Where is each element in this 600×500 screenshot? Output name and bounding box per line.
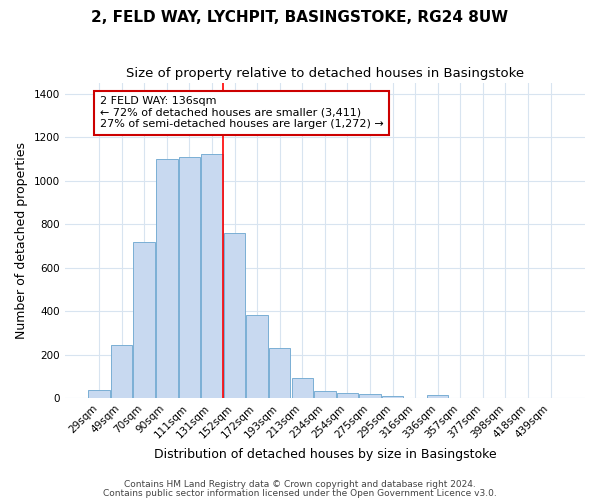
- Bar: [269, 348, 290, 398]
- Bar: [88, 390, 110, 398]
- Bar: [382, 396, 403, 398]
- Bar: [201, 154, 223, 398]
- Text: 2, FELD WAY, LYCHPIT, BASINGSTOKE, RG24 8UW: 2, FELD WAY, LYCHPIT, BASINGSTOKE, RG24 …: [91, 10, 509, 25]
- Bar: [179, 157, 200, 398]
- Bar: [156, 159, 178, 398]
- Bar: [292, 378, 313, 398]
- Bar: [337, 392, 358, 398]
- Bar: [247, 316, 268, 398]
- Y-axis label: Number of detached properties: Number of detached properties: [15, 142, 28, 339]
- Text: Contains public sector information licensed under the Open Government Licence v3: Contains public sector information licen…: [103, 488, 497, 498]
- Bar: [314, 392, 335, 398]
- Bar: [133, 242, 155, 398]
- Title: Size of property relative to detached houses in Basingstoke: Size of property relative to detached ho…: [126, 68, 524, 80]
- Text: Contains HM Land Registry data © Crown copyright and database right 2024.: Contains HM Land Registry data © Crown c…: [124, 480, 476, 489]
- Text: 2 FELD WAY: 136sqm
← 72% of detached houses are smaller (3,411)
27% of semi-deta: 2 FELD WAY: 136sqm ← 72% of detached hou…: [100, 96, 383, 130]
- Bar: [427, 396, 448, 398]
- Bar: [359, 394, 381, 398]
- Bar: [111, 344, 133, 398]
- X-axis label: Distribution of detached houses by size in Basingstoke: Distribution of detached houses by size …: [154, 448, 496, 461]
- Bar: [224, 233, 245, 398]
